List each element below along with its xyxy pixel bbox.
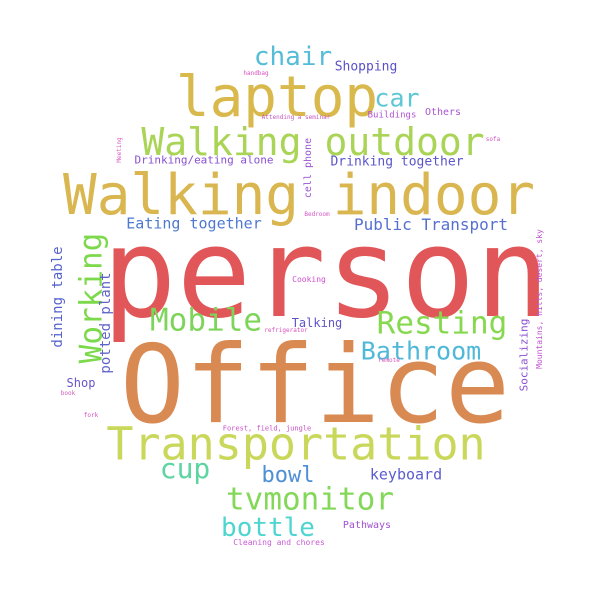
word-drinking-eating-alone: Drinking/eating alone bbox=[134, 153, 274, 167]
word-shopping: Shopping bbox=[334, 59, 398, 75]
word-public-transport: Public Transport bbox=[353, 215, 509, 234]
word-talking: Talking bbox=[291, 316, 343, 330]
word-fork: fork bbox=[83, 412, 99, 419]
word-pathways: Pathways bbox=[342, 520, 392, 531]
word-remote: remote bbox=[378, 357, 400, 364]
word-person: person bbox=[102, 202, 550, 346]
word-bowl: bowl bbox=[261, 463, 315, 488]
word-forest-field-jungle: Forest, field, jungle bbox=[222, 424, 312, 433]
word-walking-outdoor: Walking outdoor bbox=[141, 120, 485, 164]
word-cup: cup bbox=[159, 452, 211, 485]
word-dining-table: dining table bbox=[50, 246, 66, 348]
word-handbag: handbag bbox=[243, 70, 269, 77]
word-others: Others bbox=[424, 107, 462, 118]
word-transportation: Transportation bbox=[106, 417, 486, 471]
word-resting: Resting bbox=[376, 305, 508, 342]
word-cooking: Cooking bbox=[292, 275, 326, 284]
word-laptop: laptop bbox=[175, 65, 379, 130]
word-refrigerator: refrigerator bbox=[264, 327, 308, 334]
word-chair: chair bbox=[253, 42, 333, 72]
word-socializing: Socializing bbox=[517, 318, 531, 392]
word-walking-indoor: Walking indoor bbox=[62, 163, 536, 228]
word-cell-phone: cell phone bbox=[303, 137, 314, 199]
word-potted-plant: potted plant bbox=[98, 272, 114, 374]
word-office: Office bbox=[119, 323, 511, 448]
word-attending-a-seminar: Attending a seminar bbox=[261, 114, 331, 121]
word-mobile: Mobile bbox=[150, 302, 262, 339]
word-bottle: bottle bbox=[221, 513, 315, 543]
word-keyboard: keyboard bbox=[369, 465, 443, 484]
word-bathroom: Bathroom bbox=[360, 336, 482, 366]
word-book: book bbox=[60, 390, 76, 397]
word-eating-together: Eating together bbox=[126, 214, 262, 233]
word-sofa: sofa bbox=[485, 136, 501, 143]
word-cleaning-and-chores: Cleaning and chores bbox=[233, 538, 325, 547]
word-car: car bbox=[374, 83, 420, 113]
word-mountains-hills-desert-sky: Mountains, hills, desert, sky bbox=[535, 229, 544, 369]
word-meeting: Meeting bbox=[116, 137, 123, 163]
word-buildings: Buildings bbox=[367, 110, 417, 121]
word-bedroom: Bedroom bbox=[304, 211, 330, 218]
word-drinking-together: Drinking together bbox=[330, 154, 464, 170]
word-tvmonitor: tvmonitor bbox=[226, 481, 394, 518]
word-shop: Shop bbox=[66, 376, 96, 390]
